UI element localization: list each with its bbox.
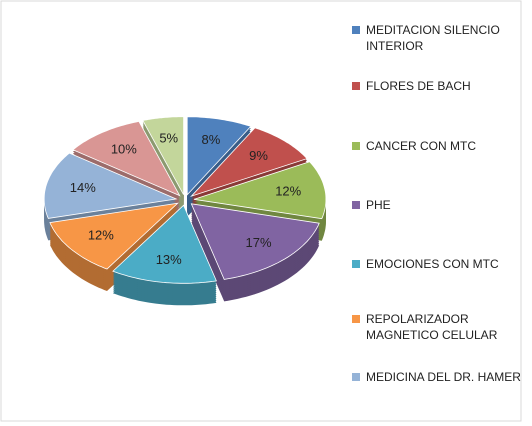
slice bbox=[49, 202, 179, 270]
legend-item: PHE bbox=[352, 197, 526, 213]
chart-border bbox=[0, 0, 522, 422]
legend-item: EMOCIONES CON MTC bbox=[352, 256, 526, 272]
slice bbox=[186, 116, 252, 196]
data-label: 9% bbox=[249, 148, 268, 163]
legend-item: MEDITACION SILENCIO INTERIOR bbox=[352, 22, 526, 54]
legend-swatch bbox=[352, 26, 360, 34]
slice bbox=[112, 204, 217, 284]
slice bbox=[193, 161, 327, 220]
data-label: 12% bbox=[88, 228, 114, 243]
legend-label: EMOCIONES CON MTC bbox=[366, 257, 499, 271]
legend-label: REPOLARIZADOR MAGNETICO CELULAR bbox=[366, 312, 498, 342]
legend-swatch bbox=[352, 142, 360, 150]
data-label: 17% bbox=[246, 235, 272, 250]
slice bbox=[142, 116, 185, 195]
legend-item: MEDICINA DEL DR. HAMER bbox=[352, 369, 526, 385]
legend-item: REPOLARIZADOR MAGNETICO CELULAR bbox=[352, 311, 526, 343]
slice bbox=[72, 120, 181, 197]
legend-item: CANCER CON MTC bbox=[352, 138, 526, 154]
legend-label: MEDITACION SILENCIO INTERIOR bbox=[366, 23, 500, 53]
legend-item: FLORES DE BACH bbox=[352, 78, 526, 94]
slice bbox=[43, 152, 178, 219]
legend-swatch bbox=[352, 260, 360, 268]
legend-label: PHE bbox=[366, 198, 391, 212]
slice bbox=[190, 203, 320, 280]
data-label: 12% bbox=[275, 184, 301, 199]
data-label: 8% bbox=[201, 132, 220, 147]
data-label: 10% bbox=[111, 142, 137, 157]
legend-swatch bbox=[352, 82, 360, 90]
data-label: 13% bbox=[156, 252, 182, 267]
legend-label: FLORES DE BACH bbox=[366, 79, 471, 93]
legend-swatch bbox=[352, 201, 360, 209]
legend-swatch bbox=[352, 373, 360, 381]
data-label: 5% bbox=[159, 131, 178, 146]
data-label: 14% bbox=[70, 180, 96, 195]
slice bbox=[190, 127, 308, 198]
legend-label: CANCER CON MTC bbox=[366, 139, 476, 153]
legend-label: MEDICINA DEL DR. HAMER bbox=[366, 370, 521, 384]
legend-swatch bbox=[352, 315, 360, 323]
